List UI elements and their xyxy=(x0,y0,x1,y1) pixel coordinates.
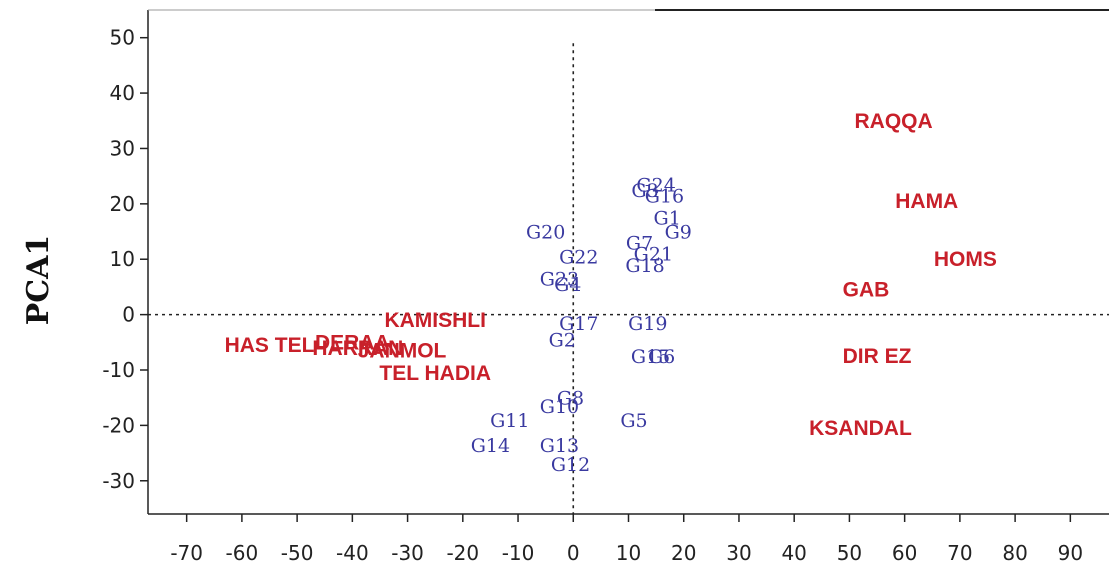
genotype-point: G3 xyxy=(631,180,658,202)
genotype-point: G18 xyxy=(625,255,664,277)
genotype-point: G9 xyxy=(665,222,692,244)
x-tick-label: 80 xyxy=(1002,541,1027,565)
x-tick-label: -10 xyxy=(502,541,535,565)
genotype-point: G20 xyxy=(526,222,565,244)
genotype-point: G21 xyxy=(634,244,673,266)
plot-frame xyxy=(147,9,1109,515)
x-tick-label: -50 xyxy=(281,541,314,565)
genotype-point: G12 xyxy=(551,454,590,476)
site-point: TEL HADIA xyxy=(379,362,491,385)
x-tick-label: 20 xyxy=(671,541,696,565)
x-tick-label: -20 xyxy=(446,541,479,565)
genotype-point: G19 xyxy=(628,313,667,335)
y-tick-label: 40 xyxy=(110,81,135,105)
site-point: KAMISHLI xyxy=(384,309,486,332)
y-tick-label: 20 xyxy=(110,192,135,216)
genotype-point: G22 xyxy=(559,246,598,268)
genotype-point: G2 xyxy=(549,330,576,352)
genotype-point: G10 xyxy=(540,396,579,418)
genotype-point: G6 xyxy=(648,346,675,368)
reference-lines xyxy=(148,43,1109,514)
genotype-point: G17 xyxy=(559,313,598,335)
genotype-point: G1 xyxy=(654,208,681,230)
x-axis: -70 -60 -50 -40 -30 -20 -10 0 10 20 30 40 50 60 70 80 90 xyxy=(170,514,1083,565)
genotype-point: G14 xyxy=(471,435,510,457)
site-point: HARRAN xyxy=(312,337,403,360)
y-tick-label: 30 xyxy=(110,136,135,160)
genotype-point: G23 xyxy=(540,269,579,291)
x-tick-label: -70 xyxy=(170,541,203,565)
x-tick-label: 60 xyxy=(892,541,917,565)
y-tick-label: -20 xyxy=(102,413,135,437)
genotype-point: G5 xyxy=(620,410,647,432)
x-tick-label: 70 xyxy=(947,541,972,565)
y-axis: 50 40 30 20 10 0 -10 -20 -30 xyxy=(102,26,148,493)
site-point: HOMS xyxy=(934,248,997,271)
site-point: GAB xyxy=(843,279,890,302)
genotype-point: G15 xyxy=(631,346,670,368)
y-axis-title: PCA1 xyxy=(21,235,56,326)
site-point: HAMA xyxy=(895,190,958,213)
genotype-point: G24 xyxy=(636,174,675,196)
site-labels: RAQQA HAMA HOMS GAB DIR EZ KSANDAL KAMISHLI HAS… xyxy=(225,110,997,440)
site-point: HAS TEL xyxy=(225,334,315,357)
genotype-point: G7 xyxy=(626,233,653,255)
y-tick-label: -10 xyxy=(102,358,135,382)
x-tick-label: -60 xyxy=(226,541,259,565)
x-tick-label: 90 xyxy=(1058,541,1083,565)
x-tick-label: 30 xyxy=(726,541,751,565)
site-point: KSANDAL xyxy=(809,417,912,440)
site-point: JANMOL xyxy=(358,340,447,363)
y-tick-label: 10 xyxy=(110,247,135,271)
x-tick-label: 50 xyxy=(837,541,862,565)
site-point: DERAA xyxy=(315,331,390,354)
site-point: DIR EZ xyxy=(843,345,912,368)
genotype-point: G11 xyxy=(490,410,529,432)
y-tick-label: 0 xyxy=(122,303,135,327)
site-point: RAQQA xyxy=(855,110,933,133)
genotype-point: G8 xyxy=(557,388,584,410)
x-tick-label: -30 xyxy=(391,541,424,565)
y-tick-label: 50 xyxy=(110,26,135,50)
genotype-point: G4 xyxy=(554,274,581,296)
x-tick-label: 10 xyxy=(616,541,641,565)
x-tick-label: 0 xyxy=(567,541,580,565)
x-tick-label: -40 xyxy=(336,541,369,565)
x-tick-label: 40 xyxy=(781,541,806,565)
genotype-point: G13 xyxy=(540,435,579,457)
y-tick-label: -30 xyxy=(102,469,135,493)
genotype-point: G16 xyxy=(645,186,684,208)
